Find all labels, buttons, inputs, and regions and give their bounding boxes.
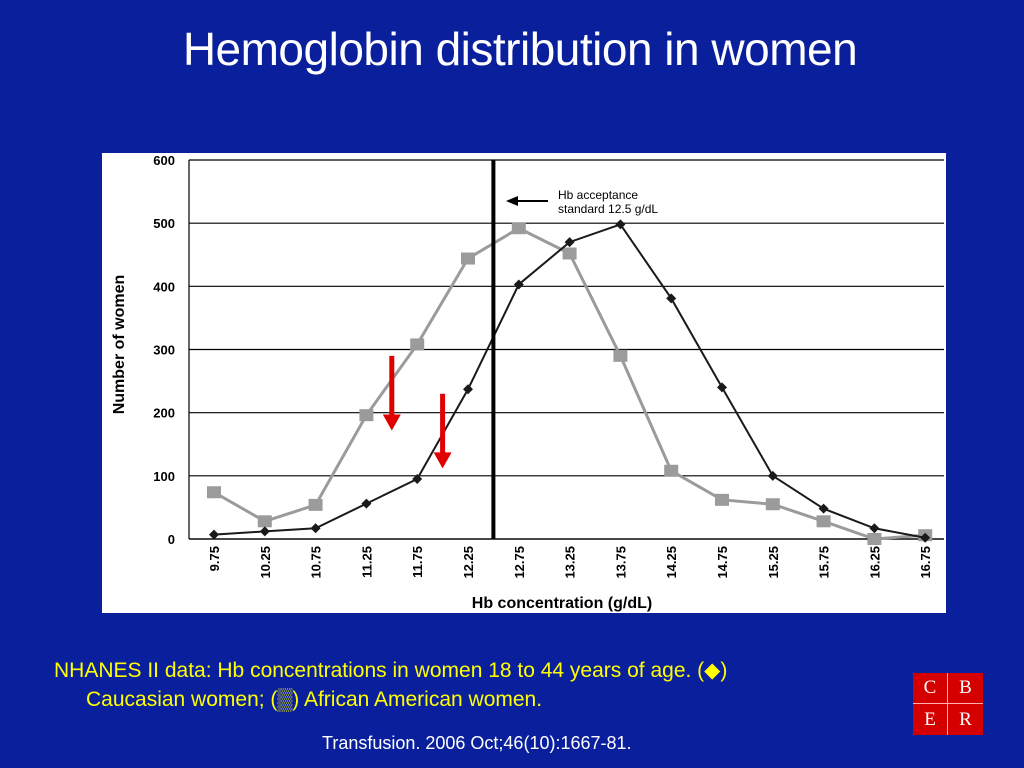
square-marker bbox=[562, 247, 577, 260]
x-tick-label: 15.75 bbox=[817, 546, 832, 579]
square-marker bbox=[308, 498, 323, 511]
y-tick-label: 600 bbox=[153, 153, 175, 168]
y-tick-label: 500 bbox=[153, 216, 175, 231]
diamond-marker bbox=[463, 384, 473, 395]
square-marker bbox=[257, 515, 272, 528]
x-tick-label: 14.75 bbox=[715, 546, 730, 579]
x-tick-label: 11.75 bbox=[410, 546, 425, 578]
diamond-marker bbox=[818, 503, 829, 514]
series-layer bbox=[207, 219, 933, 545]
square-marker bbox=[359, 409, 374, 422]
caption-line-1: NHANES II data: Hb concentrations in wom… bbox=[54, 659, 728, 682]
x-tick-label: 14.25 bbox=[664, 546, 679, 579]
red-arrow-head bbox=[433, 452, 452, 469]
square-marker bbox=[715, 493, 729, 506]
square-marker bbox=[461, 252, 475, 265]
cber-logo: C B E R bbox=[913, 673, 983, 735]
diamond-marker bbox=[564, 237, 575, 248]
diamond-marker bbox=[717, 382, 727, 393]
diamond-marker bbox=[209, 529, 219, 540]
x-tick-label: 11.25 bbox=[359, 546, 374, 578]
square-marker bbox=[511, 222, 526, 235]
annotation-arrow-head bbox=[506, 196, 518, 206]
chart-panel: 0 100 200 300 400 500 600 9.75 10.25 10.75 11.25 11… bbox=[102, 153, 946, 613]
red-arrow-head bbox=[382, 414, 401, 431]
y-axis-title: Number of women bbox=[111, 275, 128, 415]
diamond-marker bbox=[920, 532, 931, 543]
y-tick-label: 300 bbox=[153, 343, 175, 358]
x-tick-label: 12.75 bbox=[512, 546, 527, 579]
square-marker bbox=[816, 515, 831, 528]
square-marker bbox=[207, 486, 221, 499]
hemoglobin-line-chart: 0 100 200 300 400 500 600 9.75 10.25 10.75 11.25 11… bbox=[111, 153, 944, 612]
diamond-marker bbox=[666, 293, 677, 304]
square-marker bbox=[867, 533, 882, 545]
diamond-marker bbox=[767, 470, 778, 481]
grid-layer bbox=[189, 159, 944, 540]
diamond-marker bbox=[513, 279, 524, 290]
square-marker bbox=[613, 349, 628, 362]
slide-title: Hemoglobin distribution in women bbox=[182, 23, 858, 75]
caption: NHANES II data: Hb concentrations in wom… bbox=[54, 656, 904, 714]
axis-layer: 0 100 200 300 400 500 600 9.75 10.25 10.75 11.25 11… bbox=[111, 153, 944, 612]
annotation-text-line-2: standard 12.5 g/dL bbox=[558, 202, 658, 216]
citation: Transfusion. 2006 Oct;46(10):1667-81. bbox=[322, 733, 632, 753]
x-tick-label: 10.25 bbox=[258, 546, 273, 579]
square-marker bbox=[765, 498, 780, 511]
diamond-series-line bbox=[213, 223, 926, 539]
y-tick-label: 400 bbox=[153, 279, 175, 294]
y-tick-label: 0 bbox=[168, 532, 175, 547]
x-tick-label: 15.25 bbox=[766, 546, 781, 579]
annotation-text-line-1: Hb acceptance bbox=[558, 188, 638, 202]
x-tick-label: 13.25 bbox=[563, 546, 578, 579]
y-tick-label: 200 bbox=[153, 406, 175, 421]
diamond-marker bbox=[615, 219, 626, 230]
diamond-marker bbox=[361, 498, 372, 509]
logo-letter-b: B bbox=[948, 673, 983, 704]
diamond-marker bbox=[310, 523, 321, 534]
x-tick-label: 10.75 bbox=[309, 546, 324, 579]
square-marker bbox=[410, 338, 425, 351]
square-marker bbox=[664, 464, 679, 477]
x-tick-label: 16.75 bbox=[918, 546, 933, 579]
x-tick-label: 12.25 bbox=[461, 546, 476, 579]
x-tick-label: 9.75 bbox=[207, 546, 222, 571]
logo-letter-r: R bbox=[959, 708, 972, 730]
y-tick-label: 100 bbox=[153, 469, 175, 484]
diamond-marker bbox=[259, 526, 270, 537]
logo-letter-c: C bbox=[913, 673, 948, 704]
square-series-line bbox=[213, 226, 926, 541]
caption-line-2: Caucasian women; (▒) African American wo… bbox=[86, 688, 543, 711]
x-tick-label: 13.75 bbox=[613, 546, 628, 579]
diamond-marker bbox=[412, 473, 423, 484]
diamond-marker bbox=[869, 523, 880, 534]
logo-letter-e: E bbox=[913, 704, 948, 735]
x-axis-title: Hb concentration (g/dL) bbox=[472, 595, 652, 612]
x-tick-label: 16.25 bbox=[867, 546, 882, 579]
